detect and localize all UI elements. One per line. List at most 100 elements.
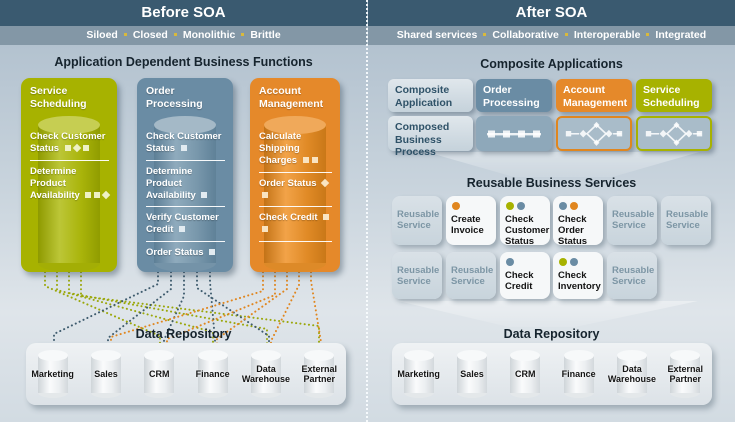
- database-cylinder-icon: [250, 350, 281, 398]
- data-repository-panel-right: Marketing Sales CRM Finance Data Warehouse Ex…: [392, 343, 712, 405]
- square-icon: [85, 191, 92, 198]
- cylinder-top: [510, 350, 541, 361]
- service-status-dots: [506, 258, 545, 268]
- cylinder-top: [250, 350, 281, 361]
- database-cylinder-icon: [90, 350, 121, 398]
- square-icon: [311, 156, 318, 163]
- database-cylinder-icon: [456, 350, 487, 398]
- repository-data-warehouse: Data Warehouse: [239, 343, 292, 405]
- cylinder-top: [144, 350, 175, 361]
- app-dependent-functions-title: Application Dependent Business Functions: [54, 55, 313, 69]
- square-icon: [180, 144, 187, 151]
- diamond-icon: [102, 190, 111, 199]
- repository-label: Marketing: [397, 368, 440, 379]
- database-cylinder-icon: [144, 350, 175, 398]
- item-divider: [259, 206, 332, 208]
- database-cylinder-icon: [304, 350, 335, 398]
- service-box-check-inventory: Check Inventory: [553, 252, 603, 299]
- flow-glyph-icon: [565, 121, 623, 146]
- repository-marketing: Marketing: [392, 343, 445, 405]
- service-label: Check Customer Status: [505, 214, 550, 248]
- repository-label: Data Warehouse: [607, 363, 657, 384]
- cylinder-top: [197, 350, 228, 361]
- function-item-order-status: Order Status: [259, 178, 335, 202]
- after-soa-title: After SOA: [368, 0, 735, 26]
- cylinder-body: [304, 355, 335, 393]
- composite-box-account-management: Account Management: [556, 79, 632, 112]
- cylinder-top: [403, 350, 434, 361]
- service-box-check-order-status: Check Order Status: [553, 196, 603, 248]
- service-box-reusable-service: Reusable Service: [392, 196, 442, 245]
- service-box-reusable-service: Reusable Service: [661, 196, 711, 245]
- dot-icon-blue: [517, 202, 525, 210]
- cylinder-body: [144, 355, 175, 393]
- item-divider: [30, 159, 109, 161]
- service-status-dots: [559, 258, 598, 268]
- tagline-separator-icon: [646, 33, 650, 36]
- reusable-services-title: Reusable Business Services: [466, 176, 637, 190]
- service-label: Check Order Status: [558, 214, 588, 248]
- repository-marketing: Marketing: [26, 343, 79, 405]
- dot-icon-orange: [452, 202, 460, 210]
- tagline-word: Interoperable: [573, 29, 641, 41]
- app-box-title: Order Processing: [146, 85, 203, 111]
- cylinder-top: [616, 350, 647, 361]
- function-item-determine-product-availability: Determine Product Availability: [30, 166, 112, 202]
- app-box-service-scheduling: Service Scheduling Check Customer Status …: [21, 78, 117, 272]
- service-status-dots: [559, 202, 598, 212]
- cylinder-top: [38, 116, 100, 134]
- database-cylinder-icon: [510, 350, 541, 398]
- database-cylinder-icon: [403, 350, 434, 398]
- composite-applications-title: Composite Applications: [480, 57, 623, 71]
- service-label: Reusable Service: [397, 209, 440, 232]
- repository-crm: CRM: [133, 343, 186, 405]
- app-box-account-management: Account Management Calculate Shipping Cha…: [250, 78, 340, 272]
- funnel-shape-composite-to-services: [426, 152, 700, 177]
- funnel-shape-services-to-repository: [398, 301, 698, 327]
- database-cylinder-icon: [37, 350, 68, 398]
- composite-box-composite-application: Composite Application: [388, 79, 473, 112]
- cylinder-top: [456, 350, 487, 361]
- dot-icon-green: [559, 258, 567, 266]
- service-box-create-invoice: Create Invoice: [446, 196, 496, 245]
- service-label: Check Inventory: [558, 270, 601, 293]
- tagline-word: Siloed: [86, 29, 118, 41]
- composite-box-composed-business-process: Composed Business Process: [388, 116, 473, 158]
- cylinder-body: [616, 355, 647, 393]
- cylinder-top: [670, 350, 701, 361]
- after-soa-panel: After SOA Shared services Collaborative In…: [368, 0, 735, 422]
- app-function-list: Check Customer Status Determine Product …: [30, 131, 112, 201]
- service-box-reusable-service: Reusable Service: [392, 252, 442, 299]
- function-item-order-status: Order Status: [146, 247, 228, 259]
- repository-label: Marketing: [31, 368, 74, 379]
- before-soa-panel: Before SOA Siloed Closed Monolithic Brittle…: [0, 0, 367, 422]
- cylinder-top: [154, 116, 216, 134]
- app-function-list: Calculate Shipping Charges Order Status …: [259, 131, 335, 247]
- process-glyph-box-green-outline: [636, 116, 712, 151]
- cylinder-body: [197, 355, 228, 393]
- function-item-verify-customer-credit: Verify Customer Credit: [146, 212, 219, 236]
- square-icon: [323, 214, 330, 221]
- database-cylinder-icon: [264, 116, 326, 272]
- diamond-icon: [320, 178, 330, 187]
- function-item-calculate-shipping-charges: Calculate Shipping Charges: [259, 131, 335, 167]
- tagline-word: Collaborative: [492, 29, 559, 41]
- app-box-title: Account Management: [259, 85, 324, 111]
- function-item-check-credit: Check Credit: [259, 212, 335, 236]
- data-repository-title-right: Data Repository: [503, 327, 600, 341]
- cylinder-body: [456, 355, 487, 393]
- process-glyph-box-orange-outline: [556, 116, 632, 151]
- square-icon: [82, 144, 89, 151]
- after-soa-tagline: Shared services Collaborative Interoperabl…: [368, 26, 735, 45]
- cylinder-top: [563, 350, 594, 361]
- flow-glyph-icon: [645, 121, 703, 146]
- service-status-dots: [452, 202, 491, 212]
- tagline-separator-icon: [123, 33, 127, 36]
- cylinder-body: [563, 355, 594, 393]
- function-item-determine-product-availability: Determine Product Availability: [146, 166, 228, 202]
- cylinder-top: [304, 350, 335, 361]
- dot-icon-blue: [570, 258, 578, 266]
- square-icon: [94, 191, 101, 198]
- repository-label: CRM: [149, 368, 170, 379]
